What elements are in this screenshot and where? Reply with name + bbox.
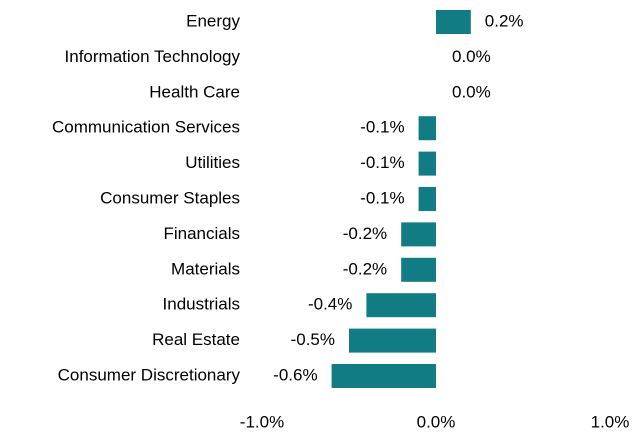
data-label: -0.2% bbox=[343, 224, 387, 243]
data-label: -0.1% bbox=[360, 188, 404, 207]
data-label: -0.2% bbox=[343, 259, 387, 278]
x-tick-label: 0.0% bbox=[417, 412, 456, 431]
y-tick-label: Consumer Discretionary bbox=[58, 365, 241, 384]
y-tick-label: Health Care bbox=[149, 82, 240, 101]
y-tick-label: Financials bbox=[163, 224, 240, 243]
bar bbox=[418, 116, 436, 141]
y-tick-label: Information Technology bbox=[65, 47, 241, 66]
data-label: 0.0% bbox=[452, 82, 491, 101]
y-tick-label: Materials bbox=[171, 259, 240, 278]
y-tick-label: Utilities bbox=[185, 153, 240, 172]
data-label: -0.1% bbox=[360, 118, 404, 137]
x-tick-label: -1.0% bbox=[240, 412, 284, 431]
bar bbox=[349, 328, 436, 353]
data-label: -0.6% bbox=[273, 365, 317, 384]
bar bbox=[366, 293, 436, 318]
bar bbox=[401, 257, 436, 282]
bar bbox=[418, 187, 436, 211]
bar bbox=[436, 10, 471, 34]
data-label: 0.2% bbox=[485, 11, 524, 30]
data-label: -0.1% bbox=[360, 153, 404, 172]
bar bbox=[401, 222, 436, 247]
y-tick-label: Communication Services bbox=[52, 118, 240, 137]
data-label: -0.5% bbox=[291, 330, 335, 349]
y-tick-label: Consumer Staples bbox=[100, 188, 240, 207]
data-label: 0.0% bbox=[452, 47, 491, 66]
y-tick-label: Industrials bbox=[163, 295, 240, 314]
data-label: -0.4% bbox=[308, 295, 352, 314]
bar bbox=[418, 151, 436, 176]
y-tick-label: Energy bbox=[186, 11, 240, 30]
bar bbox=[331, 364, 436, 388]
x-tick-label: 1.0% bbox=[591, 412, 630, 431]
y-tick-label: Real Estate bbox=[152, 330, 240, 349]
